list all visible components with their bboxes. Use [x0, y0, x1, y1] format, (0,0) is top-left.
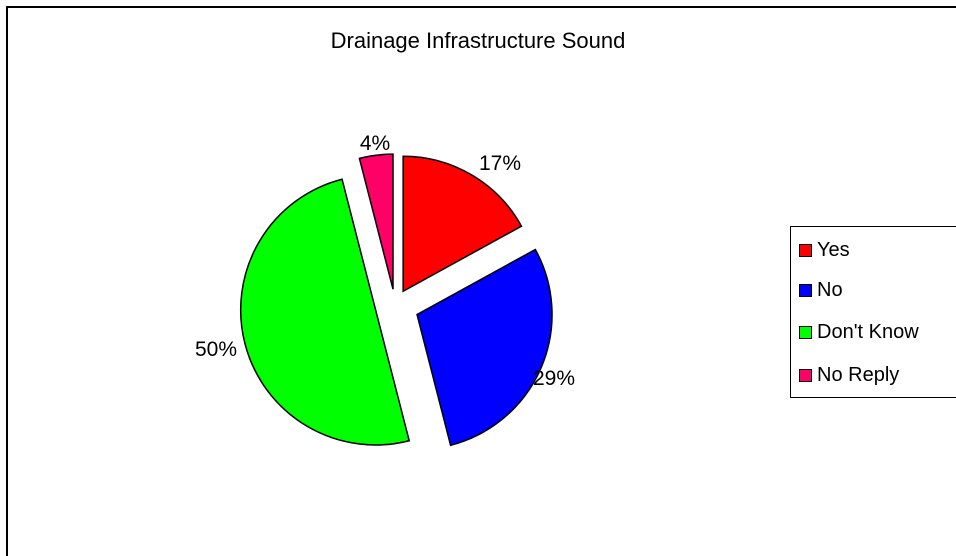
data-label-don-t-know: 50%: [195, 338, 237, 361]
legend-item-dont-know: Don't Know: [799, 319, 919, 345]
legend-swatch-dont-know: [799, 325, 812, 339]
legend-swatch-yes: [799, 243, 812, 257]
legend-label-dont-know: Don't Know: [817, 320, 919, 343]
pie-slice-yes: [402, 155, 523, 293]
legend-item-yes: Yes: [799, 237, 850, 263]
legend-swatch-no: [799, 283, 812, 297]
pie-slice-don-t-know: [239, 178, 411, 446]
chart-title: Drainage Infrastructure Sound: [330, 28, 626, 53]
legend-item-no: No: [799, 277, 843, 303]
pie-slice-no-reply: [358, 153, 394, 290]
legend-label-yes: Yes: [817, 238, 850, 261]
data-label-no-reply: 4%: [360, 132, 390, 155]
chart-frame: [6, 6, 956, 556]
legend-label-no-reply: No Reply: [817, 363, 900, 386]
legend-item-no-reply: No Reply: [799, 362, 899, 388]
data-label-yes: 17%: [479, 152, 521, 175]
legend-swatch-no-reply: [799, 368, 812, 382]
legend: Yes No Don't Know No Reply: [790, 226, 956, 398]
pie-slice-no: [416, 248, 553, 447]
legend-label-no: No: [817, 278, 843, 301]
data-label-no: 29%: [533, 367, 575, 390]
